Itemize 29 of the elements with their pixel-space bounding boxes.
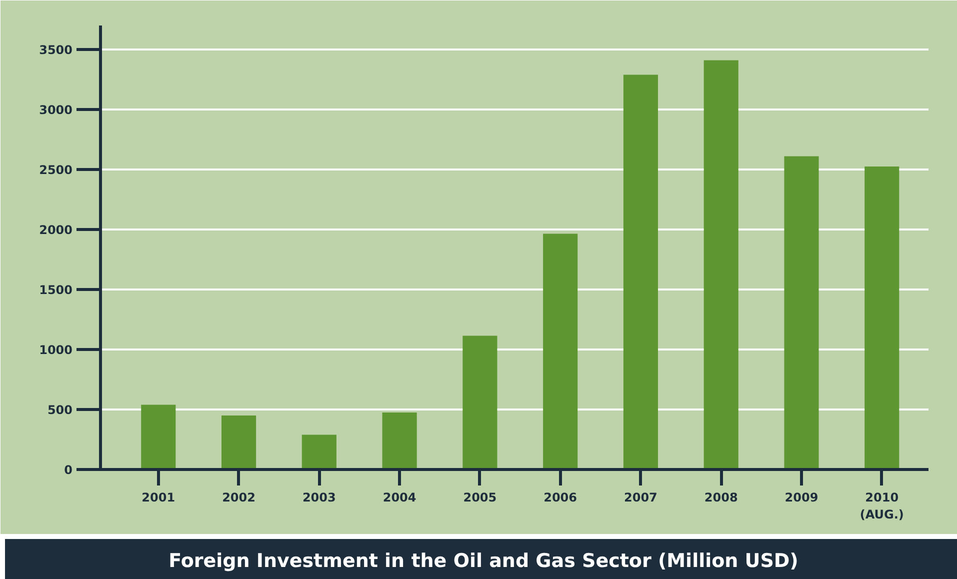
bar [221, 416, 256, 470]
y-tick-label: 3500 [39, 43, 73, 57]
x-tick-label: 2005 [463, 490, 497, 504]
y-tick-label: 0 [64, 463, 73, 477]
x-tick-label: 2008 [704, 490, 738, 504]
x-tick-label: 2004 [382, 490, 416, 504]
y-tick-label: 500 [47, 403, 73, 417]
y-tick-label: 1500 [39, 283, 73, 297]
x-tick-label: 2003 [302, 490, 336, 504]
x-tick-label: 2006 [544, 490, 578, 504]
bar [704, 60, 738, 470]
bar [784, 156, 819, 470]
bar [623, 74, 658, 470]
bar [543, 234, 578, 470]
x-tick-label: 2010 (AUG.) [860, 490, 904, 522]
text: Foreign Investment in the Oil and Gas Sector (Million USD) [168, 549, 798, 574]
bar [462, 336, 498, 470]
x-tick-label: 2009 [784, 490, 818, 504]
bar [302, 434, 336, 470]
bar [141, 404, 176, 470]
bar [864, 166, 900, 470]
y-tick-label: 2500 [39, 163, 73, 177]
x-tick-label: 2007 [624, 490, 658, 504]
y-tick-label: 3000 [39, 103, 73, 117]
y-tick-label: 2000 [39, 223, 73, 237]
y-tick-label: 1000 [39, 343, 73, 357]
x-tick-label: 2001 [142, 490, 176, 504]
bar [382, 412, 417, 470]
x-tick-label: 2002 [222, 490, 256, 504]
